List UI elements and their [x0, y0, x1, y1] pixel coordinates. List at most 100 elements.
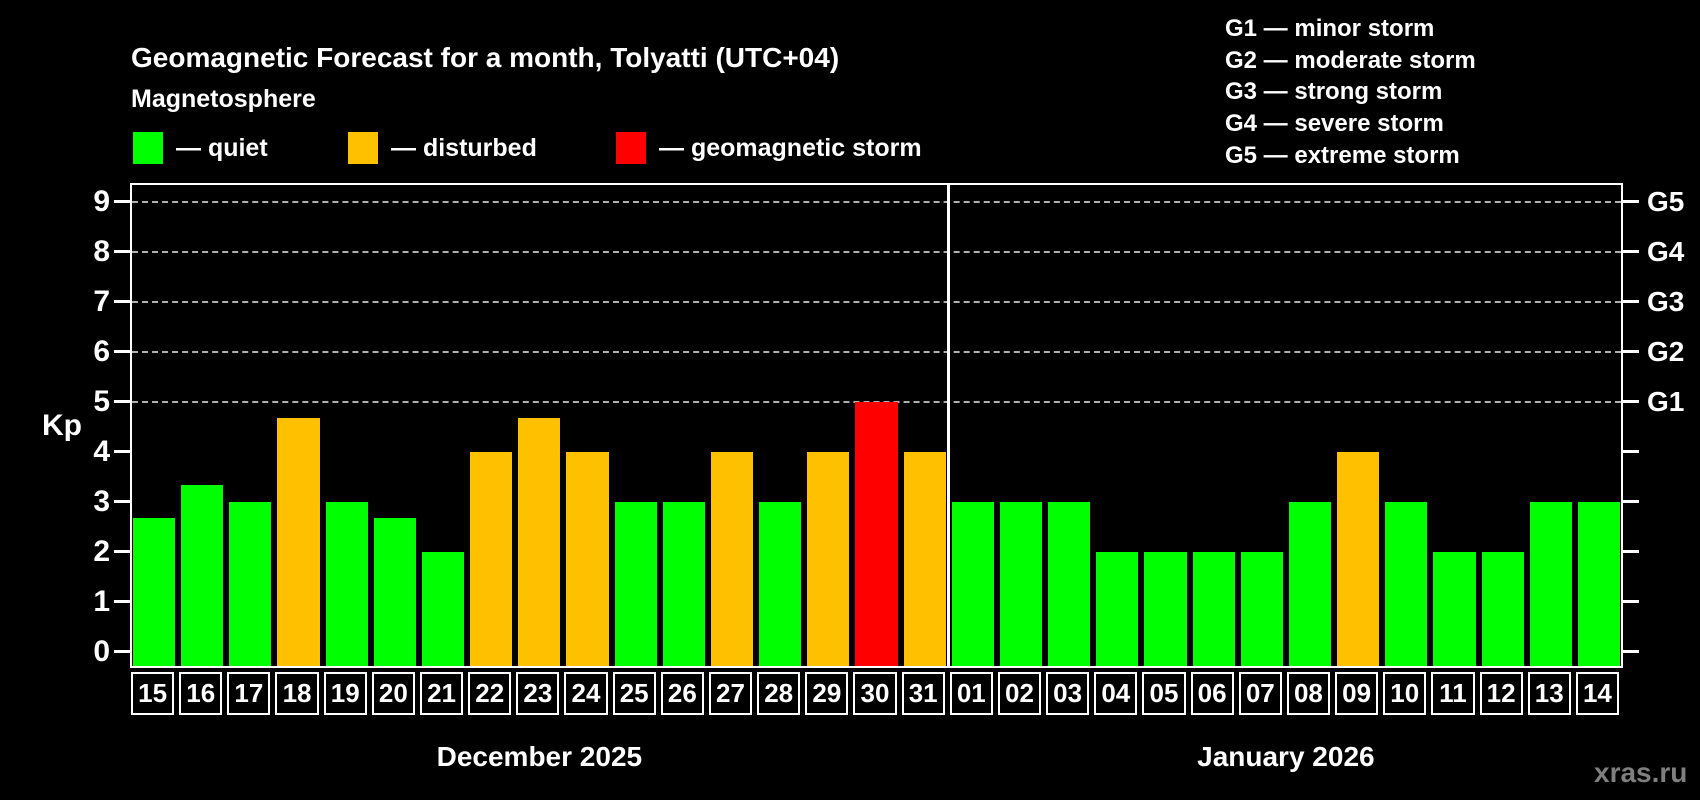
- kp-bar: [1240, 551, 1283, 666]
- y-tick-label: 3: [93, 484, 110, 518]
- day-label: 10: [1383, 672, 1427, 715]
- kp-bar: [807, 451, 850, 666]
- kp-bar: [1577, 501, 1620, 666]
- y-tick-label: 6: [93, 334, 110, 368]
- y-tick: [114, 650, 130, 654]
- day-label: 20: [371, 672, 415, 715]
- day-label: 18: [275, 672, 319, 715]
- g-axis-tick: [1623, 350, 1639, 354]
- g-axis-tick: [1623, 250, 1639, 254]
- kp-bar: [1433, 551, 1476, 666]
- day-label: 27: [708, 672, 753, 715]
- y-tick: [114, 500, 130, 504]
- y-tick: [114, 300, 130, 304]
- day-label: 07: [1238, 672, 1282, 715]
- kp-bar: [1337, 451, 1380, 666]
- g-axis-label: G1: [1647, 385, 1685, 417]
- legend-label: — geomagnetic storm: [659, 133, 922, 162]
- storm-swatch-icon: [616, 132, 646, 164]
- month-label: December 2025: [436, 741, 643, 772]
- g-legend-item: G1 — minor storm: [1225, 15, 1435, 42]
- y-tick-label: 4: [93, 434, 110, 468]
- day-label: 21: [419, 672, 464, 715]
- kp-axis-title: Kp: [42, 409, 82, 442]
- g-axis-tick: [1623, 450, 1639, 454]
- kp-bar: [1481, 551, 1524, 666]
- kp-bar: [1144, 551, 1187, 666]
- g-legend-item: G4 — severe storm: [1225, 110, 1444, 138]
- legend-label: — disturbed: [391, 133, 537, 162]
- kp-bar: [1048, 501, 1091, 666]
- y-tick: [114, 250, 130, 254]
- day-label: 02: [997, 672, 1042, 715]
- day-label: 01: [949, 672, 993, 715]
- y-tick-label: 2: [93, 534, 110, 568]
- legend-item-disturbed: — disturbed: [348, 132, 537, 164]
- kp-bar: [133, 518, 176, 666]
- day-label: 03: [1046, 672, 1090, 715]
- day-label: 28: [757, 672, 801, 715]
- day-label: 25: [612, 672, 656, 715]
- legend-label: — quiet: [176, 133, 268, 162]
- gridline-dashed: [132, 350, 1621, 353]
- day-label: 29: [805, 672, 849, 715]
- day-label: 06: [1190, 672, 1234, 715]
- g-axis-tick: [1623, 500, 1639, 504]
- day-label: 31: [901, 672, 945, 715]
- plot-area: [130, 183, 1623, 668]
- day-label: 11: [1431, 672, 1475, 715]
- g-axis-label: G2: [1647, 335, 1685, 367]
- kp-bar: [518, 418, 561, 666]
- day-label: 14: [1575, 672, 1619, 715]
- day-label: 16: [179, 672, 223, 715]
- day-label: 09: [1335, 672, 1379, 715]
- y-tick: [114, 350, 130, 354]
- month-label: January 2026: [1197, 741, 1375, 772]
- day-label: 17: [227, 672, 271, 715]
- kp-bar: [662, 501, 705, 666]
- kp-bar: [373, 518, 416, 666]
- kp-bar: [1288, 501, 1332, 666]
- kp-bar: [181, 485, 224, 666]
- y-tick: [114, 600, 130, 604]
- month-separator-line: [946, 185, 950, 666]
- g-axis-label: G4: [1647, 235, 1685, 267]
- kp-bar: [710, 451, 754, 666]
- g-axis-tick: [1623, 600, 1639, 604]
- y-tick-label: 1: [93, 584, 110, 618]
- g-axis-label: G5: [1647, 185, 1685, 217]
- kp-bar: [903, 451, 946, 666]
- day-label: 13: [1527, 672, 1571, 715]
- kp-bar: [855, 401, 898, 666]
- gridline-dashed: [132, 300, 1621, 303]
- kp-bar: [1385, 501, 1428, 666]
- day-label: 08: [1286, 672, 1331, 715]
- kp-bar: [421, 551, 465, 666]
- quiet-swatch-icon: [133, 132, 163, 164]
- g-axis-tick: [1623, 300, 1639, 304]
- chart-subtitle: Magnetosphere: [131, 85, 316, 113]
- g-axis-label: G3: [1647, 285, 1685, 317]
- kp-bar: [614, 501, 657, 666]
- kp-bar: [999, 501, 1043, 666]
- y-tick: [114, 200, 130, 204]
- day-label: 24: [564, 672, 608, 715]
- kp-bar: [1096, 551, 1139, 666]
- disturbed-swatch-icon: [348, 132, 378, 164]
- g-axis-tick: [1623, 550, 1639, 554]
- day-label: 12: [1479, 672, 1523, 715]
- kp-bar: [277, 418, 320, 666]
- y-tick: [114, 550, 130, 554]
- g-axis-tick: [1623, 650, 1639, 654]
- g-legend-item: G2 — moderate storm: [1225, 46, 1476, 74]
- kp-bar: [1192, 551, 1235, 666]
- day-label: 15: [131, 672, 175, 715]
- kp-bar: [1529, 501, 1572, 666]
- gridline-dashed: [132, 200, 1621, 203]
- kp-bar: [566, 451, 609, 666]
- y-tick-label: 0: [93, 634, 110, 668]
- day-label: 23: [516, 672, 560, 715]
- y-tick-label: 5: [93, 384, 110, 418]
- day-label: 19: [323, 672, 367, 715]
